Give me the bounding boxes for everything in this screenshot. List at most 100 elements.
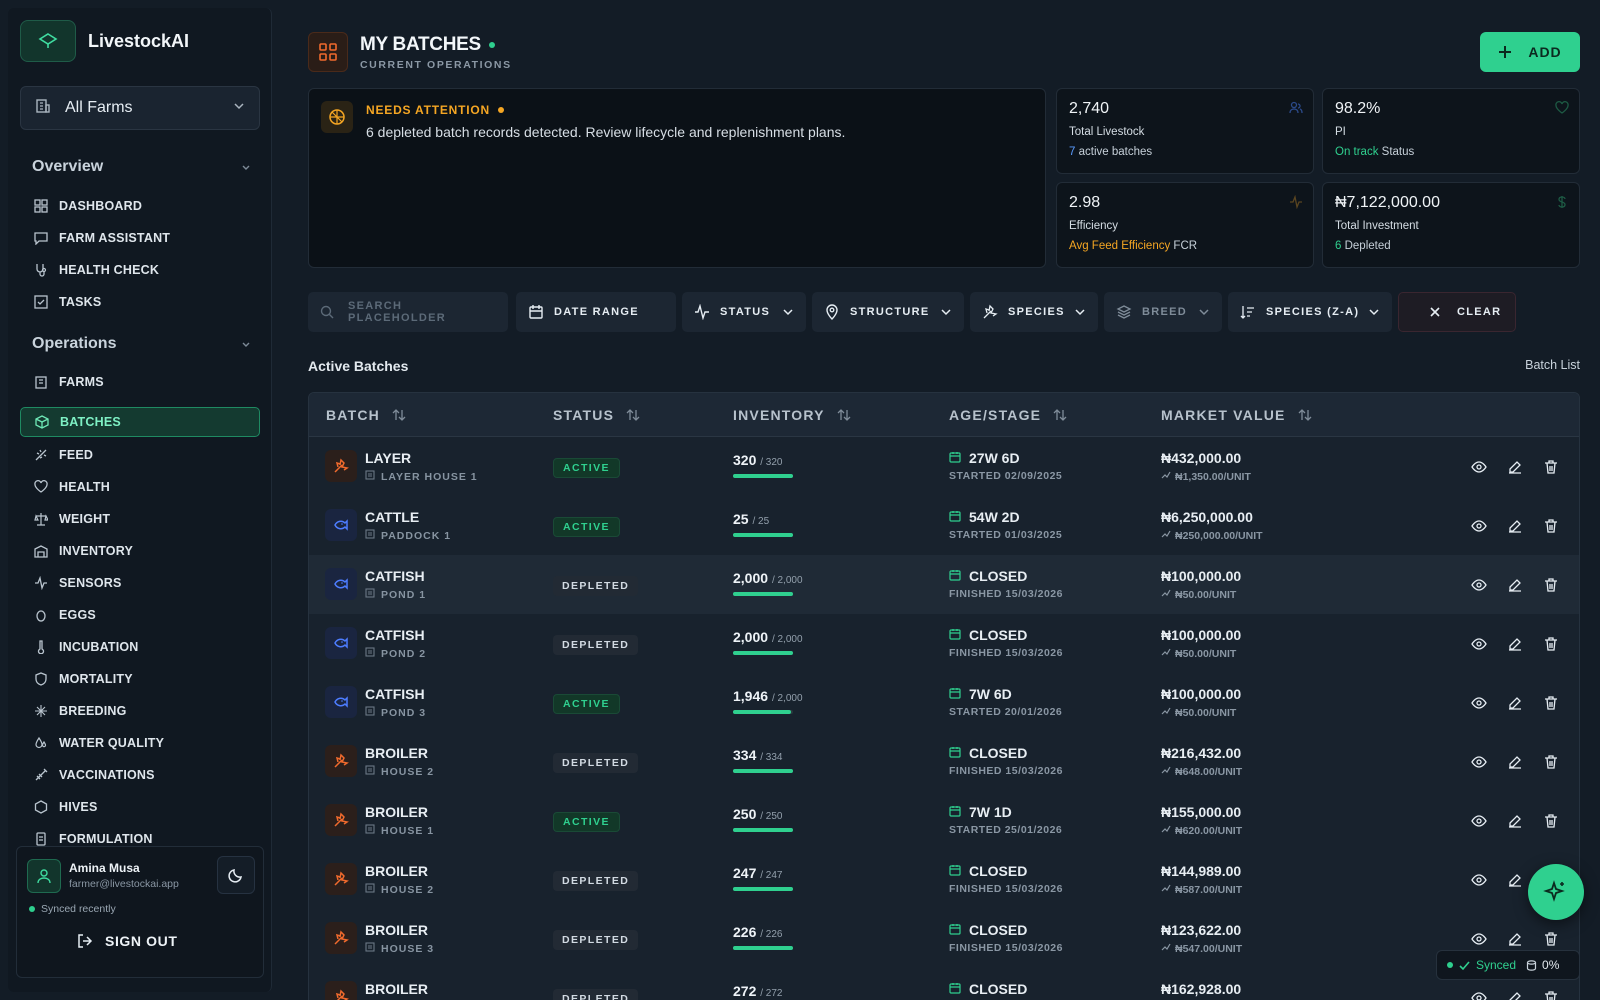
sidebar-item-breeding[interactable]: BREEDING (20, 696, 260, 726)
delete-icon[interactable] (1541, 811, 1561, 831)
sidebar-item-incubation[interactable]: INCUBATION (20, 632, 260, 662)
sidebar-item-health[interactable]: HEALTH (20, 472, 260, 502)
avatar[interactable] (27, 859, 61, 893)
inventory-current: 25 (733, 511, 749, 527)
column-inventory[interactable]: INVENTORY (733, 407, 851, 423)
status-filter[interactable]: STATUS (682, 292, 806, 332)
sort-icon (1053, 408, 1067, 422)
inventory-total: / 2,000 (771, 693, 803, 704)
edit-icon[interactable] (1505, 811, 1525, 831)
sidebar-item-health-check[interactable]: HEALTH CHECK (20, 255, 260, 285)
sidebar-item-tasks[interactable]: TASKS (20, 287, 260, 317)
column-market-value[interactable]: MARKET VALUE (1161, 407, 1312, 423)
column-batch[interactable]: BATCH (326, 407, 406, 423)
stat-status: On track (1335, 146, 1379, 158)
table-row[interactable]: BROILER HOUSE 2 DEPLETED 334 / 334 CLOSED FIN… (309, 732, 1579, 791)
edit-icon[interactable] (1505, 516, 1525, 536)
view-icon[interactable] (1469, 516, 1489, 536)
sidebar-item-farms[interactable]: FARMS (20, 367, 260, 397)
page-title-text: MY BATCHES (360, 34, 481, 55)
view-toggle-batch-list[interactable]: Batch List (1525, 358, 1580, 372)
delete-icon[interactable] (1541, 457, 1561, 477)
table-row[interactable]: BROILER HOUSE 3 DEPLETED 226 / 226 CLOSED FIN… (309, 909, 1579, 968)
sidebar-item-label: FEED (59, 448, 94, 462)
edit-icon[interactable] (1505, 693, 1525, 713)
sidebar-item-hives[interactable]: HIVES (20, 792, 260, 822)
table-row[interactable]: BROILER DEPLETED 272 / 272 CLOSED ₦162,928.0… (309, 968, 1579, 1000)
sync-indicator[interactable]: Synced 0% (1436, 950, 1580, 980)
flask-icon (33, 831, 49, 847)
sidebar-item-batches[interactable]: BATCHES (20, 407, 260, 437)
edit-icon[interactable] (1505, 457, 1525, 477)
view-icon[interactable] (1469, 870, 1489, 890)
check-icon (1459, 960, 1470, 970)
sidebar-item-water-quality[interactable]: WATER QUALITY (20, 728, 260, 758)
table-row[interactable]: CATTLE PADDOCK 1 ACTIVE 25 / 25 54W 2D STARTE… (309, 496, 1579, 555)
sidebar-item-mortality[interactable]: MORTALITY (20, 664, 260, 694)
ai-assistant-button[interactable] (1528, 864, 1584, 920)
section-operations[interactable]: Operations (32, 335, 252, 353)
edit-icon[interactable] (1505, 634, 1525, 654)
table-row[interactable]: CATFISH POND 3 ACTIVE 1,946 / 2,000 7W 6D STA… (309, 673, 1579, 732)
sidebar-item-inventory[interactable]: INVENTORY (20, 536, 260, 566)
delete-icon[interactable] (1541, 634, 1561, 654)
sidebar-item-vaccinations[interactable]: VACCINATIONS (20, 760, 260, 790)
view-icon[interactable] (1469, 693, 1489, 713)
edit-icon[interactable] (1505, 575, 1525, 595)
sidebar-item-feed[interactable]: FEED (20, 440, 260, 470)
sign-out-button[interactable]: SIGN OUT (77, 929, 177, 953)
sidebar-item-sensors[interactable]: SENSORS (20, 568, 260, 598)
add-button[interactable]: ADD (1480, 32, 1580, 72)
edit-icon[interactable] (1505, 988, 1525, 1000)
theme-toggle-button[interactable] (217, 856, 255, 894)
sidebar-item-weight[interactable]: WEIGHT (20, 504, 260, 534)
view-icon[interactable] (1469, 811, 1489, 831)
sidebar-item-label: FARM ASSISTANT (59, 231, 171, 245)
view-icon[interactable] (1469, 634, 1489, 654)
column-age-stage[interactable]: AGE/STAGE (949, 407, 1067, 423)
search-input[interactable]: SEARCH PLACEHOLDER (308, 292, 508, 332)
farm-select[interactable]: All Farms (20, 86, 260, 130)
breed-filter[interactable]: BREED (1104, 292, 1222, 332)
column-status[interactable]: STATUS (553, 407, 640, 423)
view-icon[interactable] (1469, 752, 1489, 772)
view-icon[interactable] (1469, 988, 1489, 1000)
date-range-filter[interactable]: DATE RANGE (516, 292, 676, 332)
delete-icon[interactable] (1541, 575, 1561, 595)
delete-icon[interactable] (1541, 988, 1561, 1000)
delete-icon[interactable] (1541, 929, 1561, 949)
sidebar-item-dashboard[interactable]: DASHBOARD (20, 191, 260, 221)
trend-icon (1161, 588, 1175, 601)
table-row[interactable]: CATFISH POND 1 DEPLETED 2,000 / 2,000 CLOSED… (309, 555, 1579, 614)
stat-label: Total Livestock (1069, 126, 1145, 138)
sidebar-item-formulation[interactable]: FORMULATION (20, 824, 260, 854)
brand[interactable]: LivestockAI (20, 20, 189, 62)
sort-select[interactable]: SPECIES (Z-A) (1228, 292, 1392, 332)
table-row[interactable]: BROILER HOUSE 2 DEPLETED 247 / 247 CLOSED FIN… (309, 850, 1579, 909)
sidebar-item-farm-assistant[interactable]: FARM ASSISTANT (20, 223, 260, 253)
species-filter[interactable]: SPECIES (970, 292, 1098, 332)
status-badge: DEPLETED (553, 871, 639, 891)
view-icon[interactable] (1469, 575, 1489, 595)
sidebar-item-eggs[interactable]: EGGS (20, 600, 260, 630)
delete-icon[interactable] (1541, 752, 1561, 772)
clear-filters-button[interactable]: CLEAR (1398, 292, 1516, 332)
section-overview[interactable]: Overview (32, 158, 252, 176)
bird-icon (325, 922, 357, 954)
table-row[interactable]: BROILER HOUSE 1 ACTIVE 250 / 250 7W 1D STARTE… (309, 791, 1579, 850)
table-row[interactable]: CATFISH POND 2 DEPLETED 2,000 / 2,000 CLOSED… (309, 614, 1579, 673)
moon-icon (228, 869, 242, 883)
structure-filter[interactable]: STRUCTURE (812, 292, 964, 332)
delete-icon[interactable] (1541, 516, 1561, 536)
batch-location-text: POND 3 (381, 706, 427, 719)
edit-icon[interactable] (1505, 752, 1525, 772)
delete-icon[interactable] (1541, 693, 1561, 713)
stat-sub: 6 Depleted (1335, 240, 1391, 252)
table-row[interactable]: LAYER LAYER HOUSE 1 ACTIVE 320 / 320 27W 6D S… (309, 437, 1579, 496)
chevron-down-icon (1368, 306, 1380, 318)
view-icon[interactable] (1469, 457, 1489, 477)
edit-icon[interactable] (1505, 929, 1525, 949)
view-icon[interactable] (1469, 929, 1489, 949)
clear-label: CLEAR (1457, 306, 1502, 318)
edit-icon[interactable] (1505, 870, 1525, 890)
